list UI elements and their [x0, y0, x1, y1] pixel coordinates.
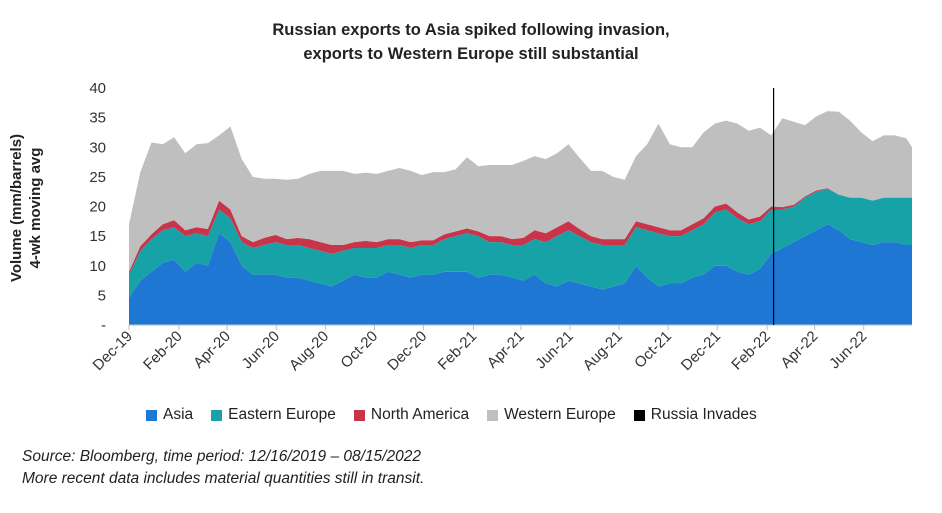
legend-label-asia: Asia	[163, 406, 194, 423]
y-tick-label: 15	[89, 228, 106, 245]
x-tick-label: Feb-21	[435, 328, 481, 374]
legend-label-russia-invades: Russia Invades	[650, 406, 757, 423]
x-tick-label: Dec-20	[384, 328, 430, 374]
chart-title-line-1: Russian exports to Asia spiked following…	[272, 21, 670, 39]
y-tick-label: 5	[98, 287, 106, 304]
y-tick-label: 25	[89, 169, 106, 186]
y-tick-label: -	[101, 317, 106, 334]
series-area-western-europe	[129, 111, 912, 272]
source-line-1: Source: Bloomberg, time period: 12/16/20…	[22, 448, 421, 465]
legend-swatch-western-europe	[487, 409, 499, 421]
legend-swatch-asia	[146, 409, 157, 421]
x-tick-label: Dec-21	[678, 328, 724, 374]
x-tick-label: Jun-22	[826, 328, 870, 372]
legend-label-eastern-europe: Eastern Europe	[228, 406, 336, 423]
chart-title: Russian exports to Asia spiked following…	[0, 18, 942, 66]
source-note: Source: Bloomberg, time period: 12/16/20…	[22, 446, 424, 490]
legend-item-russia-invades: Russia Invades	[633, 406, 757, 424]
source-line-2: More recent data includes material quant…	[22, 470, 425, 487]
legend-label-western-europe: Western Europe	[504, 406, 616, 423]
legend-swatch-russia-invades	[633, 409, 645, 421]
x-tick-label: Apr-22	[778, 328, 822, 372]
x-tick-label: Oct-20	[337, 328, 381, 372]
y-tick-label: 40	[89, 80, 106, 97]
series-area-eastern-europe	[129, 188, 912, 299]
x-tick-label: Feb-22	[728, 328, 774, 374]
y-tick-label: 10	[89, 258, 106, 275]
x-tick-label: Dec-19	[90, 328, 136, 374]
x-tick-label: Oct-21	[631, 328, 675, 372]
legend-item-asia: Asia	[146, 406, 193, 424]
series-area-north-america	[129, 188, 912, 275]
y-tick-label: 35	[89, 110, 106, 127]
x-tick-label: Aug-20	[286, 328, 332, 374]
legend-item-western-europe: Western Europe	[487, 406, 616, 424]
y-tick-label: 20	[89, 199, 106, 216]
x-tick-label: Aug-21	[580, 328, 626, 374]
y-tick-label: 30	[89, 139, 106, 156]
series-area-asia	[129, 224, 912, 325]
legend-item-north-america: North America	[353, 406, 470, 424]
x-tick-label: Apr-21	[484, 328, 528, 372]
legend-label-north-america: North America	[370, 406, 470, 423]
x-tick-label: Jun-20	[239, 328, 283, 372]
x-tick-label: Jun-21	[532, 328, 576, 372]
legend: Asia Eastern Europe North America Wester…	[146, 404, 775, 426]
legend-swatch-eastern-europe	[211, 409, 223, 421]
chart-title-line-2: exports to Western Europe still substant…	[303, 45, 639, 63]
legend-item-eastern-europe: Eastern Europe	[211, 406, 336, 424]
x-tick-label: Apr-20	[190, 328, 234, 372]
x-tick-label: Feb-20	[140, 328, 186, 374]
legend-swatch-north-america	[353, 409, 365, 421]
